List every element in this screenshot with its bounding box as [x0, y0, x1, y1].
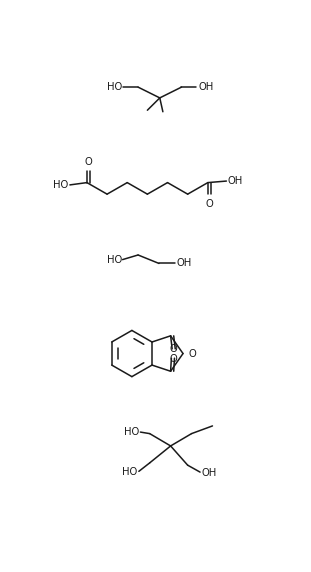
- Text: OH: OH: [202, 468, 217, 478]
- Text: O: O: [85, 157, 92, 167]
- Text: HO: HO: [123, 427, 139, 437]
- Text: O: O: [169, 344, 177, 353]
- Text: HO: HO: [107, 255, 123, 265]
- Text: O: O: [188, 348, 196, 359]
- Text: O: O: [170, 353, 178, 364]
- Text: OH: OH: [176, 259, 191, 268]
- Text: OH: OH: [228, 176, 243, 186]
- Text: HO: HO: [122, 467, 137, 477]
- Text: OH: OH: [198, 82, 214, 92]
- Text: HO: HO: [107, 82, 122, 92]
- Text: O: O: [206, 198, 213, 209]
- Text: HO: HO: [53, 180, 68, 190]
